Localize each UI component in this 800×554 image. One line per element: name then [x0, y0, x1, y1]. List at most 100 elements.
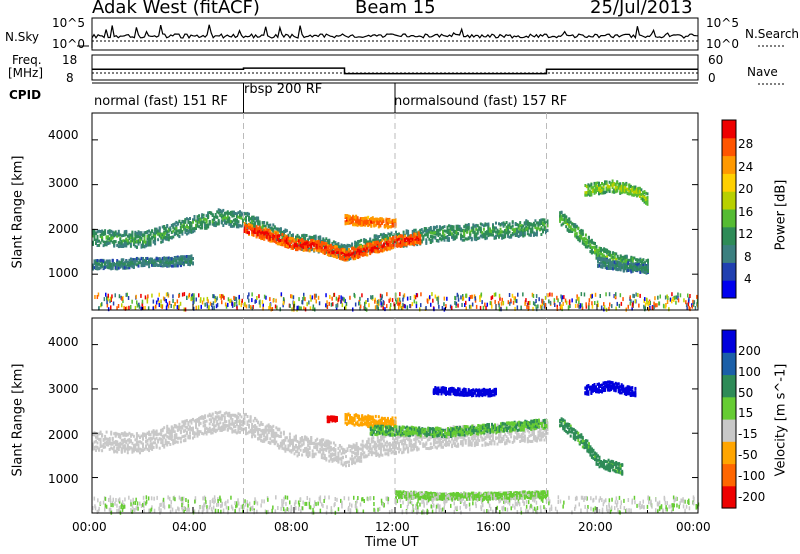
range-cell [343, 245, 346, 249]
range-cell [323, 248, 326, 252]
ground-scatter-cell [409, 296, 412, 300]
range-cell [276, 238, 279, 241]
range-cell [595, 184, 597, 188]
ground-scatter-cell [553, 298, 556, 303]
range-cell [393, 224, 395, 228]
range-cell [205, 224, 208, 227]
range-cell [637, 193, 640, 197]
range-cell [110, 234, 113, 238]
range-cell [117, 263, 120, 267]
range-cell [428, 227, 431, 231]
ground-scatter-cell [289, 304, 291, 308]
ground-scatter-cell [455, 301, 458, 306]
ground-scatter-cell [414, 295, 417, 300]
range-cell [131, 234, 134, 238]
range-cell [376, 241, 379, 245]
range-cell [345, 244, 347, 248]
range-cell [151, 229, 154, 233]
ground-scatter-cell [648, 307, 650, 312]
range-cell [457, 232, 460, 236]
range-cell [358, 239, 361, 243]
range-cell [399, 235, 402, 239]
nsearch-tick-bottom: 10^0 [706, 37, 739, 51]
range-cell [604, 180, 607, 184]
range-cell [111, 240, 114, 244]
range-cell [302, 239, 305, 243]
range-cell [604, 264, 607, 267]
range-cell [635, 187, 638, 191]
range-cell [442, 230, 444, 234]
range-cell [634, 185, 637, 189]
range-cell [295, 246, 297, 250]
range-cell [411, 241, 414, 245]
range-cell [478, 226, 481, 230]
range-cell [363, 251, 366, 255]
range-cell [104, 262, 107, 266]
velocity-cbar-tick-m15: -15 [738, 427, 758, 441]
range-cell [598, 248, 601, 252]
range-cell [584, 244, 587, 248]
range-cell [317, 242, 320, 246]
range-cell [577, 227, 580, 231]
range-cell [618, 261, 621, 265]
range-cell [142, 245, 144, 249]
ground-scatter-cell [631, 306, 633, 311]
range-cell [139, 235, 141, 239]
range-cell [102, 260, 105, 263]
range-cell [356, 216, 359, 220]
range-cell [594, 249, 596, 253]
range-cell [395, 244, 397, 248]
range-cell [185, 258, 188, 262]
range-cell [613, 190, 616, 194]
range-cell [367, 224, 370, 227]
ground-scatter-cell [664, 304, 667, 309]
range-cell [354, 240, 357, 244]
range-cell [246, 224, 249, 228]
range-cell [385, 241, 388, 245]
range-cell [245, 218, 247, 222]
range-cell [269, 235, 272, 239]
range-cell [223, 221, 226, 225]
range-cell [616, 254, 619, 258]
ground-scatter-cell [498, 303, 500, 308]
ground-scatter-cell [165, 299, 167, 303]
range-cell [606, 255, 609, 259]
range-cell [135, 245, 138, 249]
range-cell [322, 248, 325, 252]
range-cell [373, 217, 376, 221]
range-cell [360, 249, 363, 253]
range-cell [425, 241, 428, 245]
range-cell [586, 241, 589, 245]
range-cell [308, 243, 311, 246]
range-cell [101, 235, 104, 239]
range-cell [301, 243, 304, 247]
ground-scatter-cell [120, 295, 122, 300]
range-cell [157, 229, 160, 233]
range-cell [101, 261, 104, 265]
ground-scatter-cell [605, 292, 607, 297]
range-cell [458, 224, 461, 228]
ground-scatter-cell [673, 297, 675, 302]
range-cell [507, 224, 510, 228]
range-cell [299, 243, 302, 247]
range-cell [604, 261, 607, 265]
range-cell [201, 224, 204, 228]
range-cell [361, 252, 364, 256]
range-cell [193, 226, 196, 230]
ground-scatter-cell [687, 302, 690, 307]
range-cell [602, 190, 605, 194]
range-cell [335, 245, 338, 249]
range-cell [381, 245, 384, 249]
range-cell [410, 234, 413, 238]
range-cell [514, 222, 517, 225]
range-cell [417, 241, 420, 244]
range-cell [366, 244, 369, 248]
range-cell [298, 239, 300, 243]
range-cell [232, 223, 235, 227]
range-cell [134, 240, 137, 244]
range-cell [350, 216, 353, 220]
range-cell [642, 263, 645, 267]
range-cell [429, 227, 432, 231]
range-cell [237, 223, 240, 227]
range-cell [590, 250, 593, 254]
